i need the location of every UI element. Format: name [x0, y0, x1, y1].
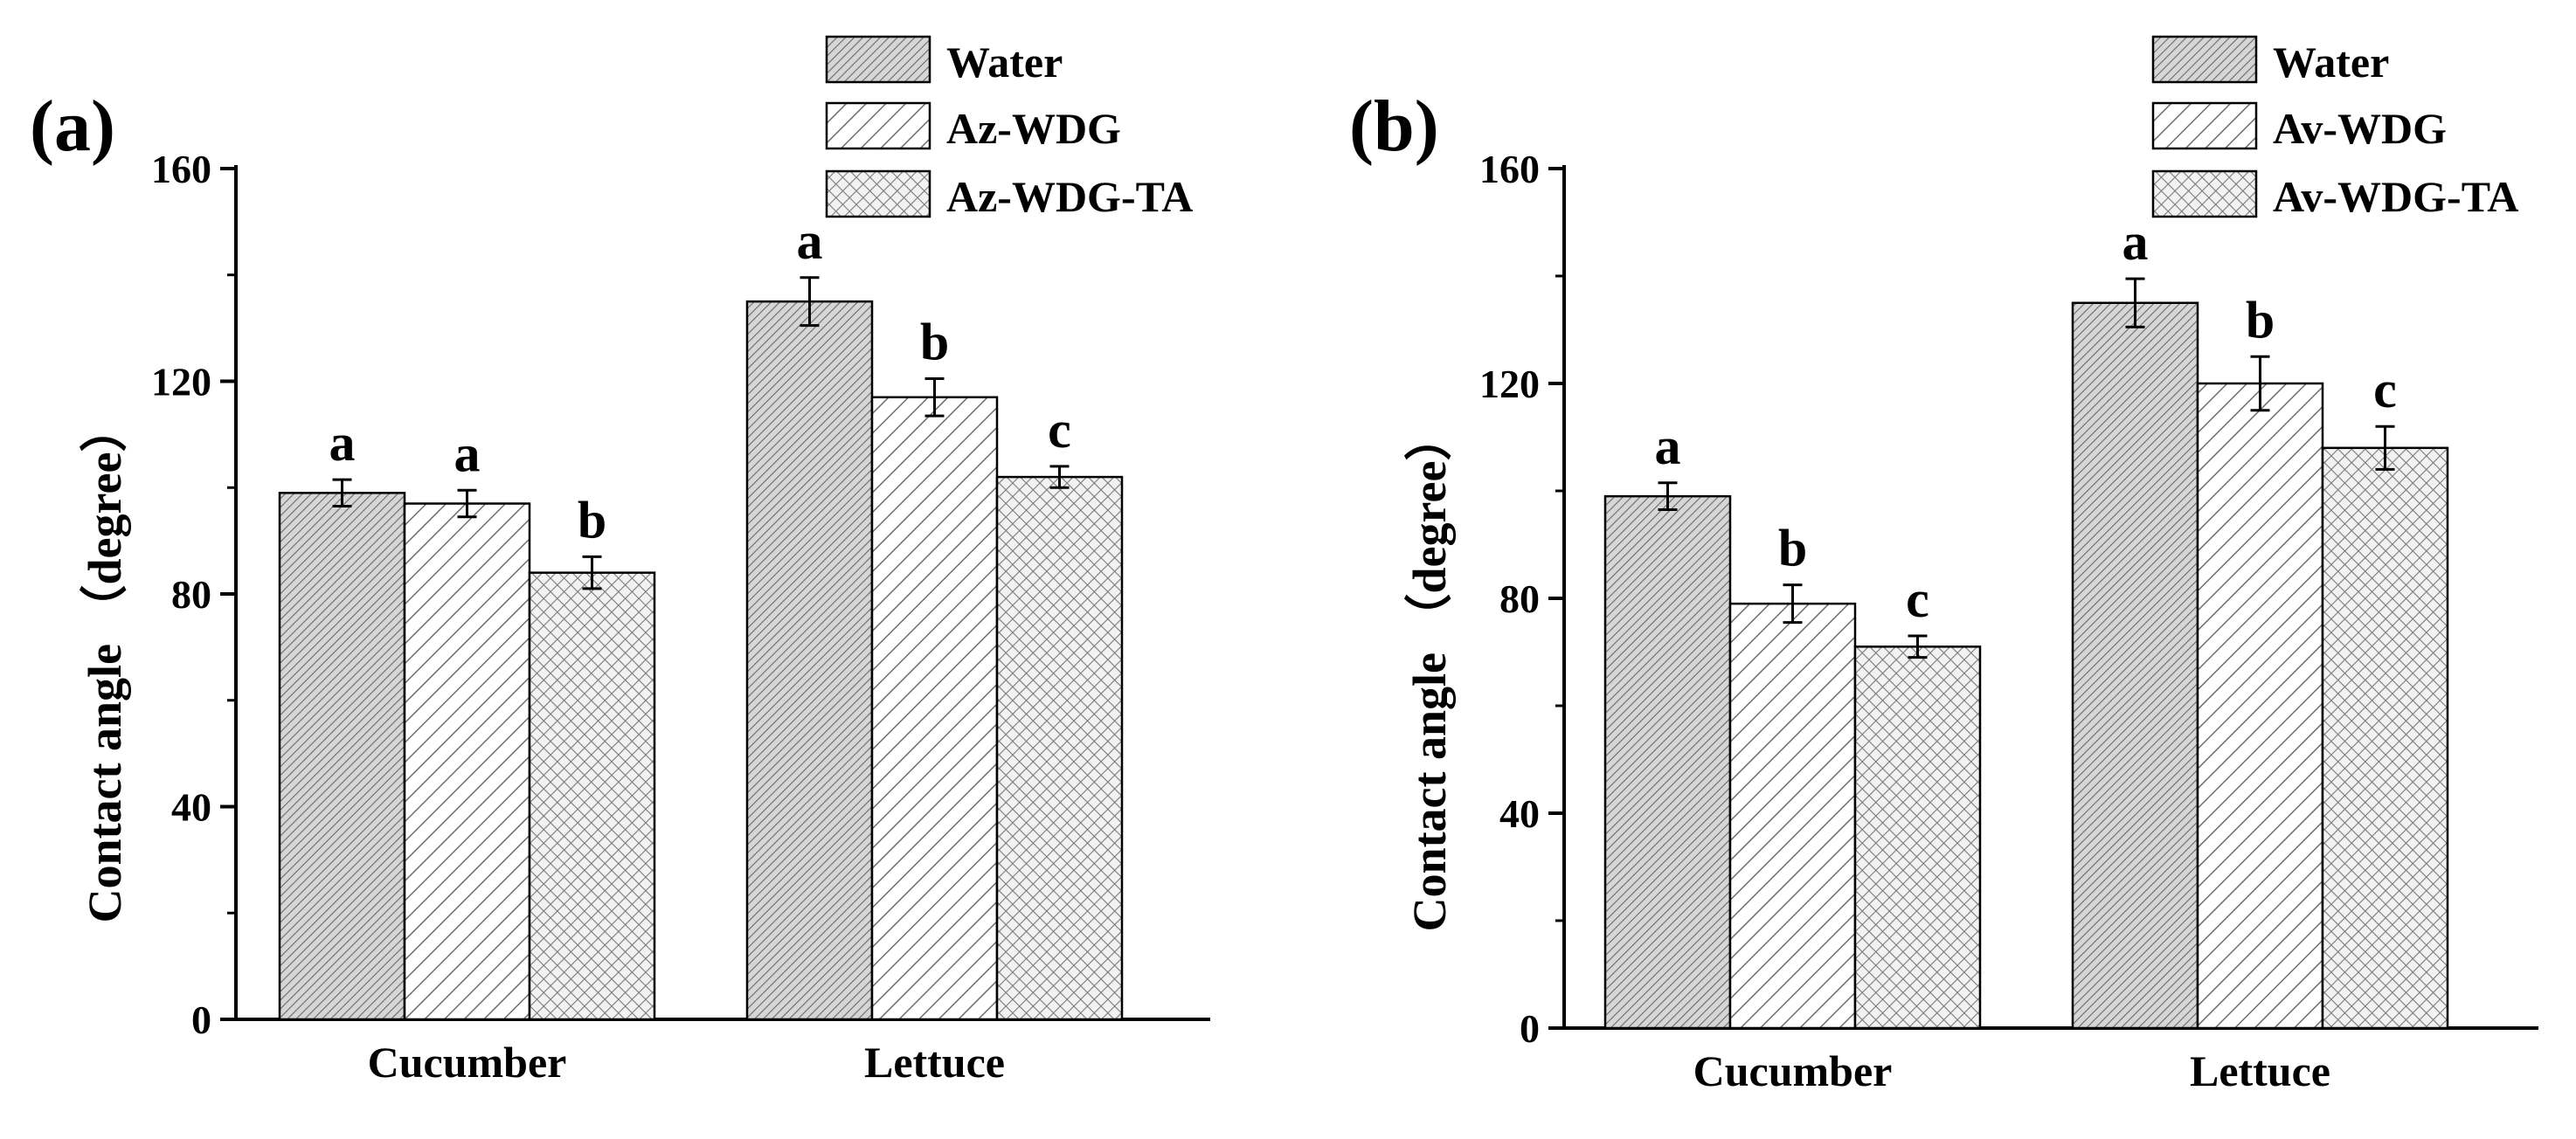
y-tick-label: 80	[171, 572, 211, 617]
y-tick-label: 0	[1520, 1006, 1540, 1051]
legend-label-av-wdg: Av-WDG	[2273, 104, 2447, 153]
plot-area: 0 40 80 120 160 a b c Cucumber a b c Lettuce	[1479, 147, 2538, 1095]
bar-av-wdg-lettuce	[2196, 382, 2324, 1030]
legend: Water Av-WDG Av-WDG-TA	[2151, 35, 2518, 221]
legend-label-az-wdg-ta: Az-WDG-TA	[946, 172, 1193, 221]
bar-az-wdg-ta-lettuce	[995, 475, 1124, 1021]
significance-letter: b	[2246, 291, 2275, 349]
y-tick-label: 40	[171, 785, 211, 830]
x-category-label: Lettuce	[864, 1038, 1005, 1087]
y-tick-label: 40	[1499, 791, 1540, 836]
legend-label-water: Water	[946, 38, 1063, 86]
bar-water-lettuce	[2071, 301, 2199, 1030]
panel-label: (b)	[1349, 86, 1439, 167]
legend-swatch-az-wdg	[825, 101, 931, 150]
y-tick-label: 160	[151, 147, 211, 191]
bar-az-wdg-cucumber	[403, 502, 531, 1021]
y-tick-label: 120	[1479, 362, 1540, 406]
legend-label-az-wdg: Az-WDG	[946, 104, 1121, 153]
legend-swatch-water	[825, 35, 931, 84]
bar-av-wdg-cucumber	[1728, 602, 1857, 1030]
legend-swatch-av-wdg-ta	[2151, 169, 2258, 218]
panel-a: (a) Contact angle （degree） Water Az-WDG …	[30, 35, 1210, 1087]
y-tick-label: 120	[151, 360, 211, 404]
bar-az-wdg-lettuce	[870, 396, 999, 1021]
bar-water-cucumber	[278, 492, 406, 1021]
x-category-label: Lettuce	[2190, 1046, 2330, 1095]
panel-label: (a)	[30, 86, 115, 167]
legend-swatch-water	[2151, 35, 2258, 84]
legend: Water Az-WDG Az-WDG-TA	[825, 35, 1193, 221]
significance-letter: b	[1778, 520, 1807, 577]
y-tick-label: 80	[1499, 576, 1540, 621]
significance-letter: a	[797, 212, 823, 270]
significance-letter: a	[454, 425, 481, 482]
y-tick-label: 0	[191, 997, 211, 1042]
significance-letter: a	[329, 414, 356, 472]
y-axis-title: Contact angle （degree）	[79, 405, 131, 923]
significance-letter: a	[1655, 418, 1681, 475]
legend-label-av-wdg-ta: Av-WDG-TA	[2273, 172, 2518, 221]
x-category-label: Cucumber	[368, 1038, 567, 1087]
bar-water-cucumber	[1603, 494, 1732, 1030]
significance-letter: b	[578, 491, 606, 549]
x-category-label: Cucumber	[1693, 1046, 1893, 1095]
bar-az-wdg-ta-cucumber	[528, 571, 656, 1021]
bar-av-wdg-ta-lettuce	[2321, 446, 2449, 1030]
significance-letter: c	[2373, 361, 2397, 418]
y-tick-label: 160	[1479, 147, 1540, 191]
significance-letter: c	[1906, 570, 1929, 628]
y-axis-title: Contact angle （degree）	[1403, 414, 1456, 932]
panel-b: (b) Contact angle （degree） Water Av-WDG …	[1349, 35, 2538, 1095]
legend-swatch-az-wdg-ta	[825, 169, 931, 218]
bar-av-wdg-ta-cucumber	[1853, 645, 1982, 1030]
plot-area: 0 40 80 120 160 a a b Cucumber a b c Lettuce	[151, 147, 1210, 1087]
bar-water-lettuce	[745, 300, 874, 1021]
significance-letter: c	[1048, 401, 1071, 459]
legend-label-water: Water	[2273, 38, 2389, 86]
legend-swatch-av-wdg	[2151, 101, 2258, 150]
significance-letter: a	[2122, 213, 2149, 271]
significance-letter: b	[920, 313, 949, 370]
